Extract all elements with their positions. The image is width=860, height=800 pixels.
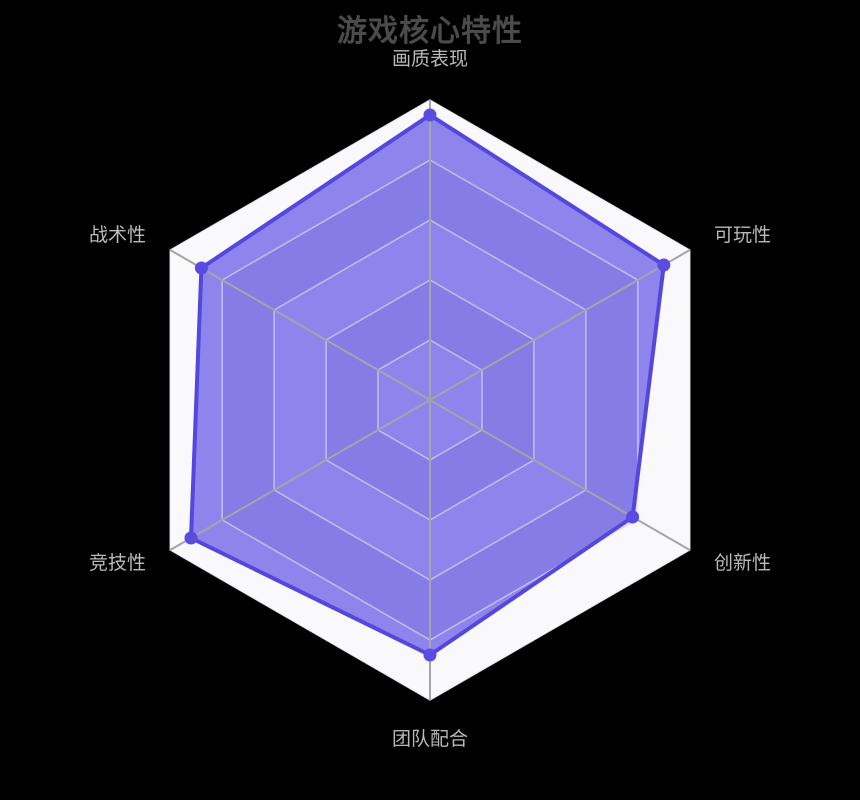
data-point-2[interactable] (626, 510, 640, 524)
data-point-3[interactable] (423, 648, 437, 662)
axis-line-5 (169, 249, 431, 401)
data-point-4[interactable] (184, 531, 198, 545)
axis-label-3: 团队配合 (391, 729, 469, 750)
axis-line-2 (429, 399, 691, 551)
axis-label-1: 可玩性 (714, 225, 772, 246)
data-point-0[interactable] (423, 108, 437, 122)
axis-label-5: 战术性 (88, 225, 146, 246)
axis-label-2: 创新性 (714, 553, 772, 574)
series-area (191, 115, 664, 655)
axis-line-4 (169, 399, 431, 551)
data-point-5[interactable] (194, 261, 208, 275)
chart-title: 游戏核心特性 (337, 15, 523, 48)
axis-label-0: 画质表现 (391, 49, 469, 70)
axis-label-4: 竞技性 (88, 553, 146, 574)
data-point-1[interactable] (657, 258, 671, 272)
axis-line-1 (429, 249, 691, 401)
